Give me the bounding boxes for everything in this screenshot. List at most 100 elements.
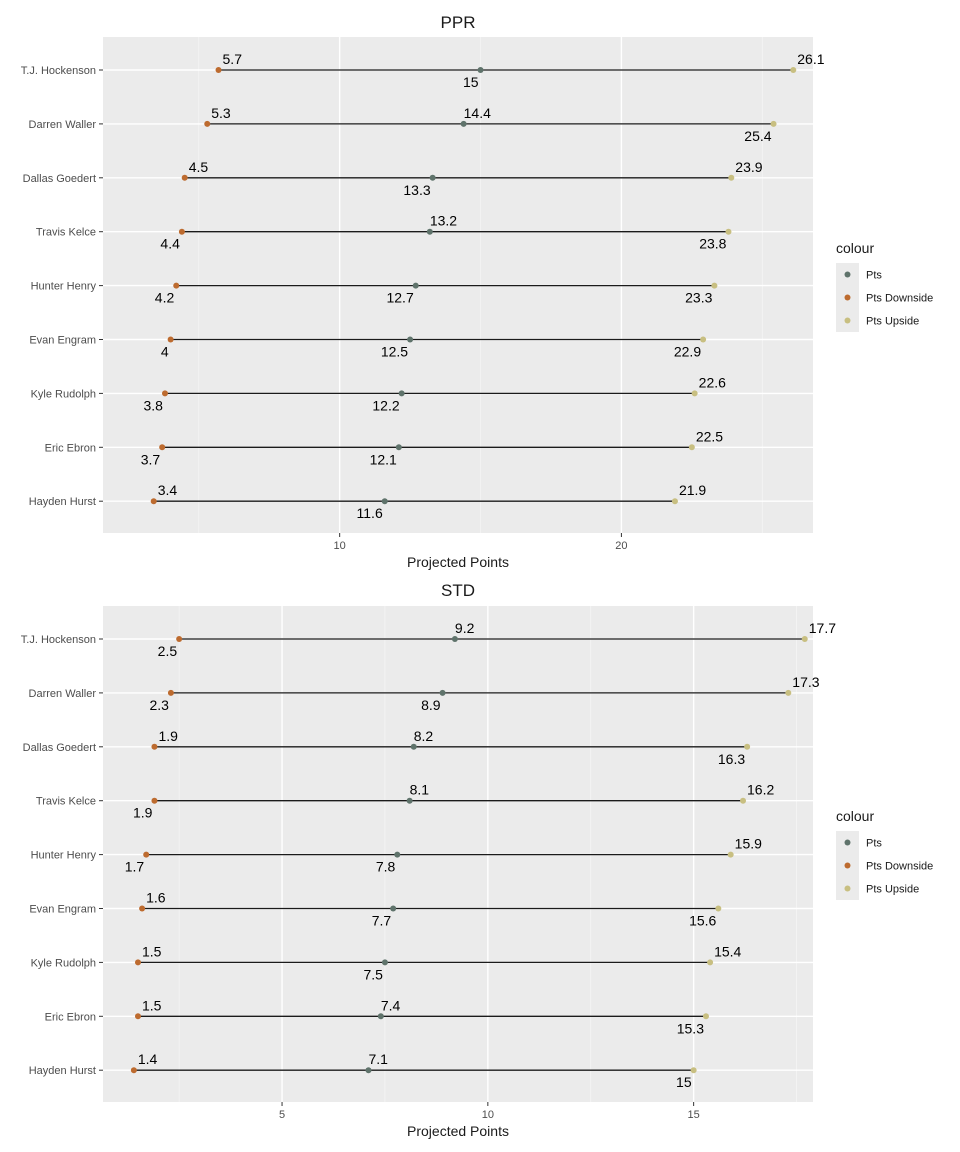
point-pts-upside [790,67,797,73]
legend-item-label: Pts [866,270,882,282]
x-tick-label: 5 [279,1109,285,1121]
data-label: 7.4 [381,997,401,1013]
data-label: 9.2 [455,620,475,636]
data-label: 13.3 [403,182,430,198]
legend: colour Pts Pts Downside Pts Upside [836,808,933,900]
point-pts-downside [176,636,183,642]
legend-key-point [844,271,851,278]
point-pts-upside [740,797,747,804]
data-label: 15.4 [714,943,741,959]
point-pts-upside [707,959,714,966]
data-label: 5.3 [211,105,231,121]
y-tick-label: Darren Waller [29,119,97,131]
y-tick-label: Kyle Rudolph [31,388,96,400]
y-tick-label: Eric Ebron [45,1011,96,1023]
y-tick-label: Kyle Rudolph [31,957,96,969]
data-label: 3.7 [141,451,161,467]
point-pts-upside [801,636,808,642]
data-label: 7.7 [372,913,392,929]
y-tick-label: Hayden Hurst [29,496,96,508]
x-tick-label: 10 [482,1109,494,1121]
data-label: 2.3 [149,697,169,713]
data-label: 22.6 [699,374,726,390]
data-label: 21.9 [679,482,706,498]
legend-key-point [844,839,851,846]
data-label: 23.9 [735,159,762,175]
data-label: 15.3 [677,1020,704,1036]
point-pts-downside [139,905,146,912]
data-label: 17.7 [809,620,836,636]
point-pts-upside [725,228,732,235]
x-axis-label: Projected Points [407,554,509,570]
point-pts-downside [161,390,168,397]
data-label: 2.5 [158,643,178,659]
data-label: 14.4 [464,105,491,121]
point-pts-downside [151,743,158,750]
data-label: 8.2 [414,728,434,744]
point-pts-upside [690,1067,697,1074]
point-pts-upside [711,282,718,289]
point-pts-upside [702,1013,709,1020]
point-pts-downside [130,1067,137,1074]
data-label: 22.5 [696,428,723,444]
point-pts-downside [178,228,185,235]
data-label: 15.6 [689,913,716,929]
point-pts [412,282,419,289]
x-tick-label: 15 [688,1109,700,1121]
point-pts-downside [151,797,158,804]
panel-title: PPR [441,13,476,32]
data-label: 8.9 [421,697,441,713]
data-label: 1.9 [158,728,178,744]
data-label: 23.3 [685,290,712,306]
x-tick-label: 20 [615,540,627,552]
data-label: 1.5 [142,943,162,959]
point-pts [410,743,417,750]
point-pts-upside [744,743,751,750]
data-label: 1.6 [146,890,166,906]
y-tick-label: Eric Ebron [45,442,96,454]
legend-item-label: Pts Upside [866,316,919,328]
point-pts-upside [688,444,695,451]
data-label: 4 [161,344,169,360]
point-pts-downside [204,120,211,127]
legend-key-point [844,885,851,892]
point-pts-downside [167,336,174,343]
data-label: 4.5 [189,159,209,175]
point-pts [365,1067,372,1074]
data-label: 15 [676,1074,692,1090]
data-label: 15 [463,74,479,90]
point-pts [395,444,402,451]
legend-title: colour [836,808,874,824]
data-label: 22.9 [674,344,701,360]
data-label: 3.8 [144,397,164,413]
point-pts-upside [785,689,792,696]
point-pts [390,905,397,912]
std-panel: STD T.J. Hockenson Darren Waller Dallas Goe… [21,581,933,1139]
y-tick-label: T.J. Hockenson [21,634,96,646]
legend-key-point [844,862,851,869]
data-label: 26.1 [797,51,824,67]
point-pts-downside [143,851,150,858]
data-label: 4.4 [160,236,180,252]
y-tick-label: Evan Engram [29,335,96,347]
legend-item-label: Pts Downside [866,861,933,873]
y-tick-label: Dallas Goedert [23,742,96,754]
panel-title: STD [441,581,475,600]
point-pts [426,228,433,235]
point-pts-downside [215,67,222,73]
data-label: 3.4 [158,482,178,498]
data-label: 11.6 [357,505,383,521]
legend-item-label: Pts Downside [866,293,933,305]
data-label: 8.1 [410,782,430,798]
point-pts-upside [671,498,678,505]
point-pts [407,336,414,343]
legend-title: colour [836,240,874,256]
data-label: 4.2 [155,290,175,306]
data-label: 1.5 [142,997,162,1013]
legend-item-label: Pts [866,838,882,850]
ppr-panel: PPR T.J. Hockenson Darren Waller Dallas Goe… [21,13,933,570]
data-label: 13.2 [430,213,457,229]
point-pts-downside [159,444,166,451]
point-pts-upside [715,905,722,912]
point-pts-downside [173,282,180,289]
